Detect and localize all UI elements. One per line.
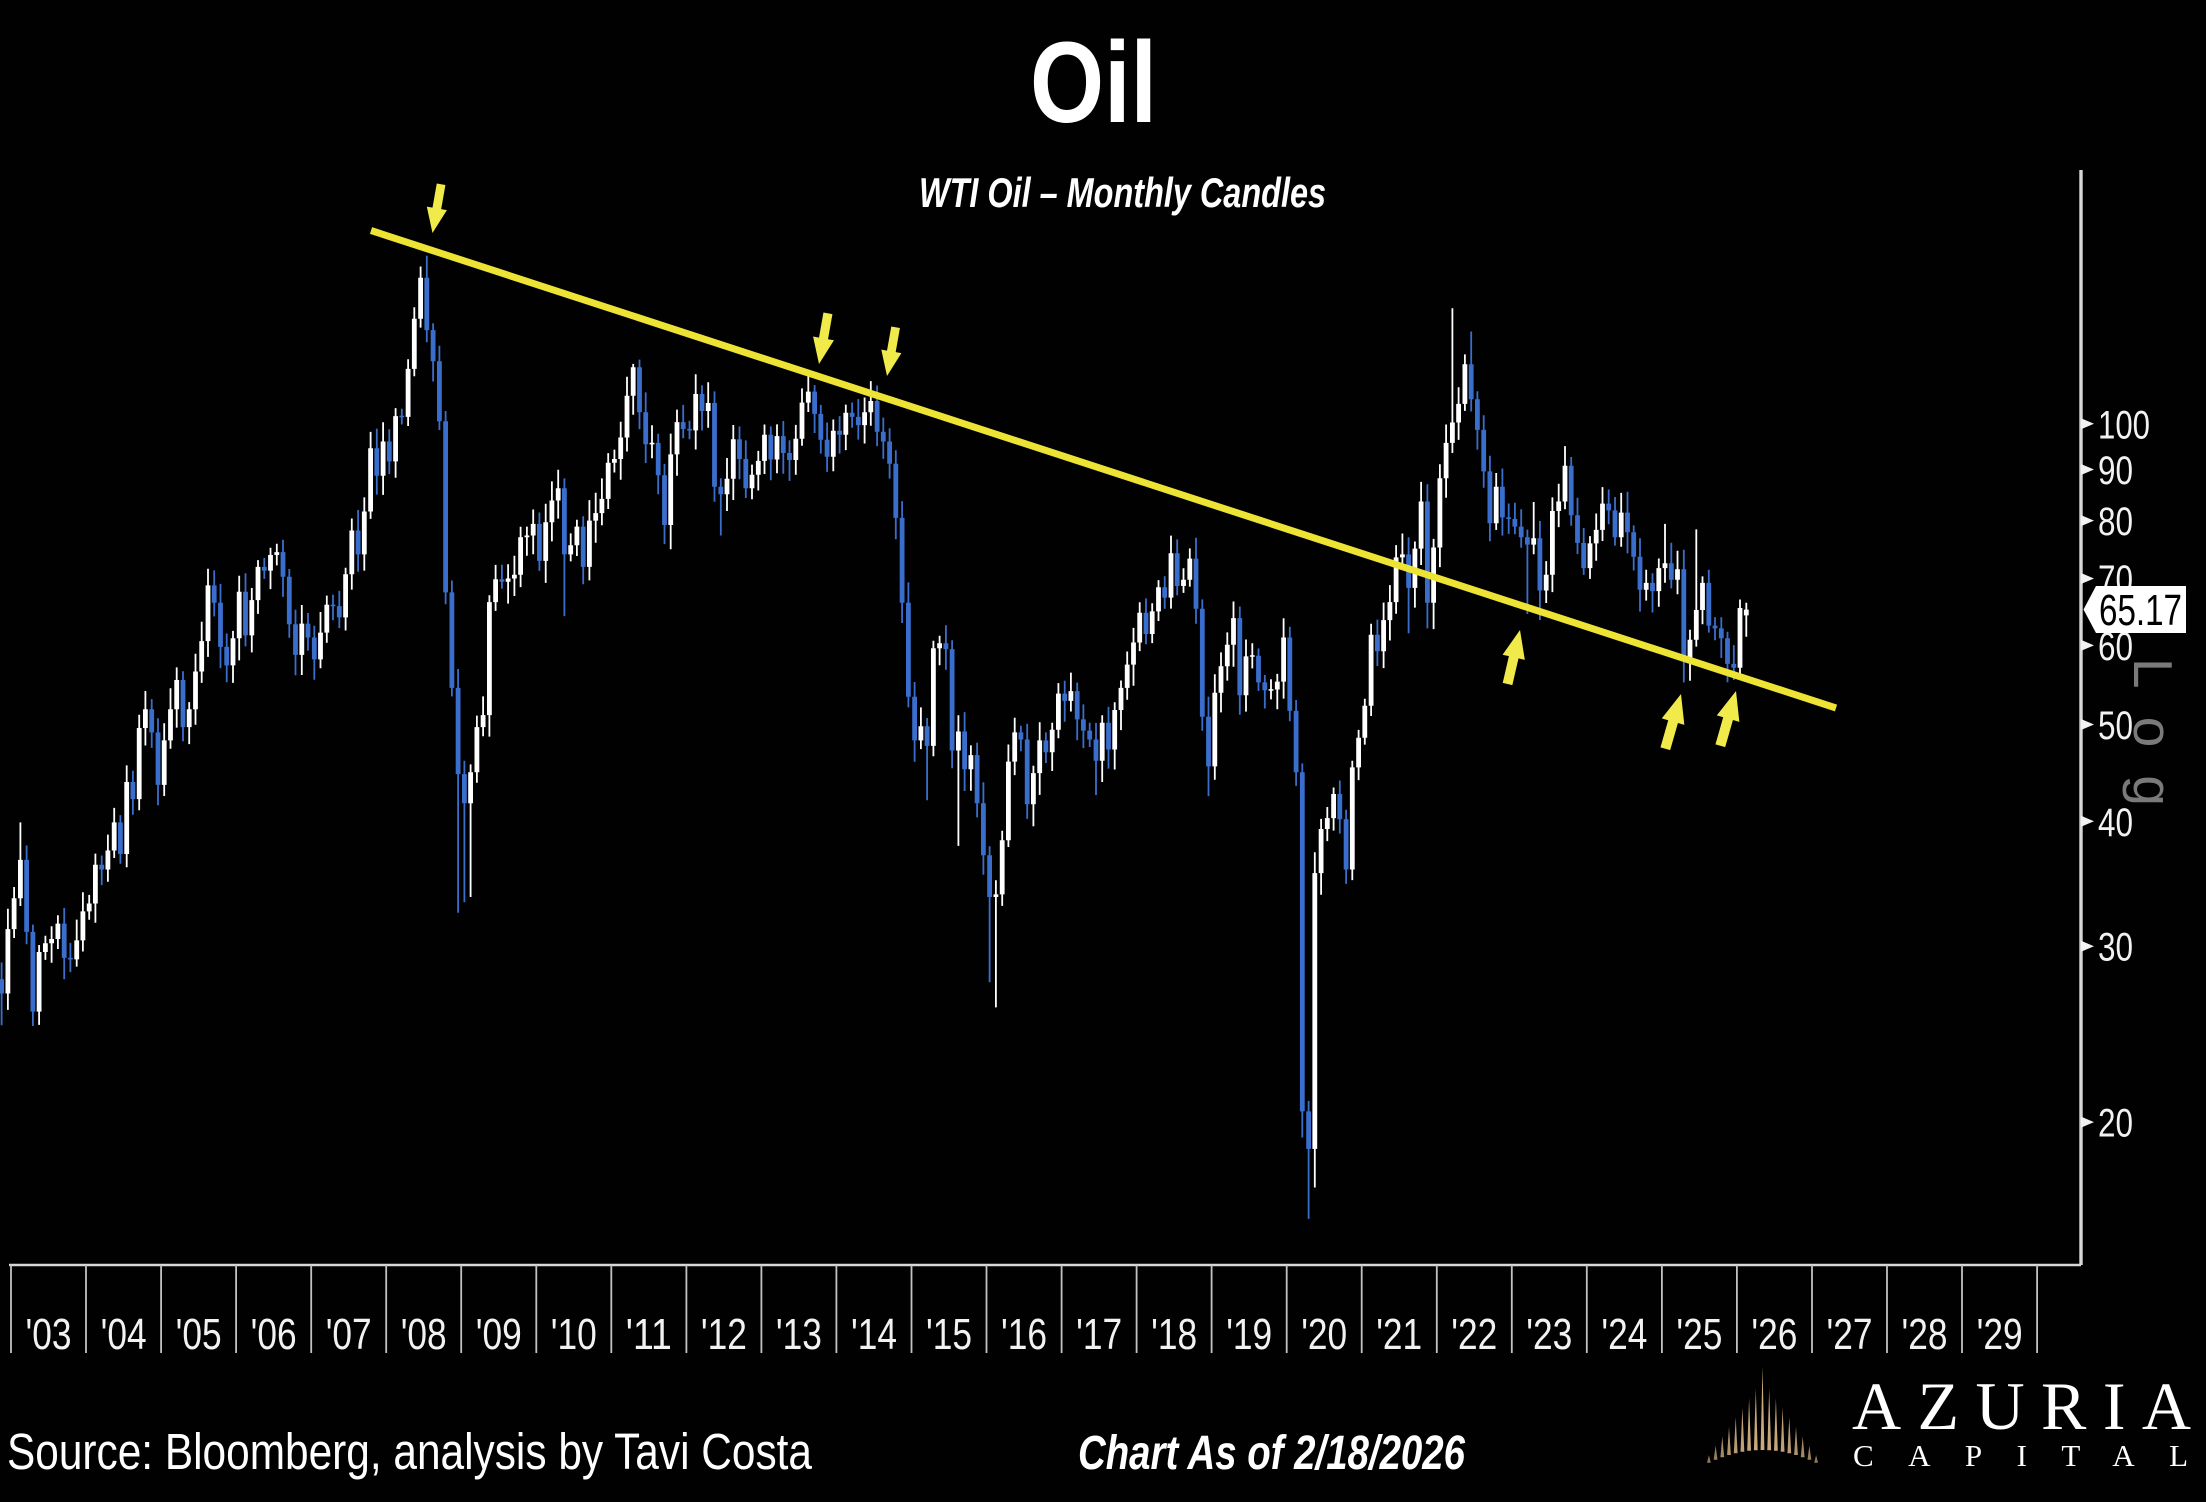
- svg-text:'29: '29: [1977, 1310, 2023, 1359]
- svg-text:'05: '05: [176, 1310, 222, 1359]
- svg-text:Log: Log: [2122, 658, 2184, 806]
- svg-text:'14: '14: [851, 1310, 897, 1359]
- svg-text:'24: '24: [1601, 1310, 1647, 1359]
- svg-text:'20: '20: [1301, 1310, 1347, 1359]
- svg-text:20: 20: [2098, 1102, 2133, 1146]
- svg-text:30: 30: [2098, 926, 2133, 970]
- svg-text:65.17: 65.17: [2099, 586, 2182, 635]
- svg-text:50: 50: [2098, 704, 2133, 748]
- svg-text:100: 100: [2098, 403, 2150, 447]
- svg-text:90: 90: [2098, 449, 2133, 493]
- svg-text:'21: '21: [1376, 1310, 1422, 1359]
- svg-text:'07: '07: [326, 1310, 372, 1359]
- svg-text:'18: '18: [1151, 1310, 1197, 1359]
- svg-text:CAPITAL: CAPITAL: [1853, 1438, 2188, 1473]
- svg-text:'03: '03: [26, 1310, 72, 1359]
- svg-text:'17: '17: [1076, 1310, 1122, 1359]
- svg-text:'13: '13: [776, 1310, 822, 1359]
- svg-text:'04: '04: [101, 1310, 147, 1359]
- svg-text:'15: '15: [926, 1310, 972, 1359]
- svg-text:40: 40: [2098, 801, 2133, 845]
- svg-text:'09: '09: [476, 1310, 522, 1359]
- svg-text:'22: '22: [1451, 1310, 1497, 1359]
- svg-text:'25: '25: [1676, 1310, 1722, 1359]
- svg-text:'26: '26: [1751, 1310, 1797, 1359]
- svg-text:'23: '23: [1526, 1310, 1572, 1359]
- svg-text:80: 80: [2098, 500, 2133, 544]
- svg-text:Chart As of 2/18/2026: Chart As of 2/18/2026: [1078, 1427, 1465, 1480]
- svg-text:'19: '19: [1226, 1310, 1272, 1359]
- svg-text:'12: '12: [701, 1310, 747, 1359]
- svg-text:'16: '16: [1001, 1310, 1047, 1359]
- svg-text:'11: '11: [626, 1310, 672, 1359]
- svg-text:'10: '10: [551, 1310, 597, 1359]
- svg-text:WTI Oil – Monthly Candles: WTI Oil – Monthly Candles: [919, 169, 1326, 216]
- svg-text:'06: '06: [251, 1310, 297, 1359]
- svg-text:'27: '27: [1827, 1310, 1873, 1359]
- svg-text:Oil: Oil: [1030, 19, 1157, 147]
- svg-text:'28: '28: [1902, 1310, 1948, 1359]
- svg-text:'08: '08: [401, 1310, 447, 1359]
- svg-text:Source: Bloomberg, analysis by: Source: Bloomberg, analysis by Tavi Cost…: [7, 1423, 813, 1480]
